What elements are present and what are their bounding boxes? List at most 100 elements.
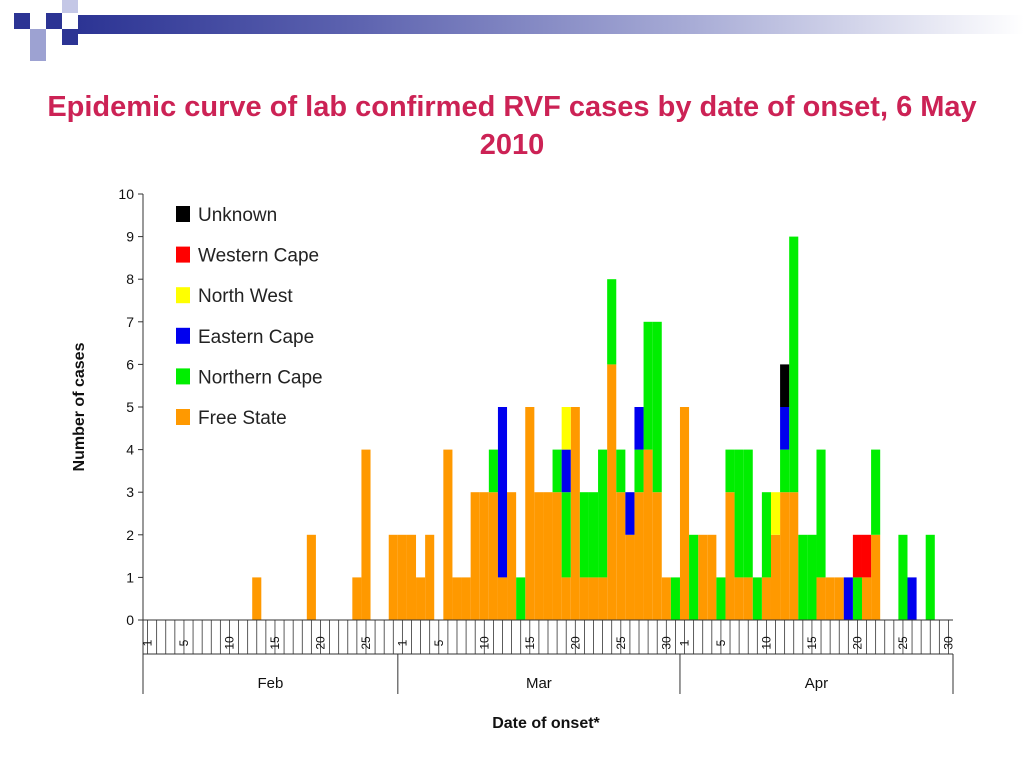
bar-free-state-mar-27 [634, 492, 644, 620]
bar-northern-cape-mar-28 [643, 321, 653, 450]
x-tick-label: 1 [141, 639, 155, 646]
legend: Unknown Western Cape North West Eastern Cap… [176, 205, 323, 429]
bar-northern-cape-mar-22 [588, 492, 599, 578]
bar-free-state-feb-19 [306, 534, 316, 620]
bar-eastern-cape-mar-27 [634, 407, 644, 450]
bar-free-state-apr-1 [679, 407, 690, 620]
legend-swatch-eastern-cape [176, 327, 190, 344]
bar-northern-cape-apr-13 [789, 236, 799, 493]
bar-northern-cape-mar-19 [561, 492, 571, 578]
bar-north-west-apr-11 [770, 492, 781, 535]
legend-label-free-state: Free State [198, 408, 287, 429]
bar-free-state-apr-17 [825, 577, 835, 620]
bar-free-state-mar-25 [616, 492, 626, 620]
x-tick-label: 5 [177, 639, 191, 646]
bar-northern-cape-mar-14 [516, 577, 526, 620]
bar-eastern-cape-mar-19 [561, 449, 571, 493]
bar-northern-cape-mar-24 [607, 279, 617, 365]
legend-label-north-west: North West [198, 286, 293, 307]
bar-northern-cape-apr-15 [807, 534, 817, 620]
bar-northern-cape-mar-25 [616, 449, 626, 493]
x-tick-label: 30 [659, 636, 673, 650]
bar-northern-cape-apr-16 [816, 449, 826, 578]
bar-free-state-mar-21 [579, 577, 589, 620]
bar-northern-cape-apr-28 [925, 534, 935, 620]
bar-western-cape-apr-21 [861, 534, 872, 578]
month-label-feb: Feb [257, 675, 283, 692]
bar-free-state-apr-18 [834, 577, 844, 620]
x-tick-label: 10 [759, 636, 773, 650]
y-tick-label: 5 [126, 399, 134, 415]
bar-free-state-mar-22 [588, 577, 599, 620]
bar-free-state-mar-2 [406, 534, 417, 620]
legend-label-eastern-cape: Eastern Cape [198, 327, 314, 348]
bar-northern-cape-apr-6 [725, 449, 735, 493]
bar-northern-cape-mar-21 [579, 492, 589, 578]
x-tick-label: 1 [395, 639, 409, 646]
bar-free-state-mar-1 [397, 534, 407, 620]
bar-free-state-mar-3 [416, 577, 426, 620]
y-tick-label: 1 [126, 569, 134, 585]
bar-eastern-cape-apr-12 [780, 407, 790, 450]
bar-north-west-mar-19 [561, 407, 571, 450]
y-tick-label: 2 [126, 527, 134, 543]
bar-northern-cape-apr-12 [780, 449, 790, 493]
bar-northern-cape-mar-23 [598, 449, 608, 578]
bar-free-state-apr-12 [780, 492, 790, 620]
bar-free-state-apr-21 [861, 577, 872, 620]
x-tick-label: 25 [896, 636, 910, 650]
slide-decoration [0, 0, 80, 64]
bar-northern-cape-mar-31 [670, 577, 680, 620]
bar-free-state-apr-11 [770, 534, 781, 620]
x-tick-label: 5 [432, 639, 446, 646]
bar-free-state-apr-6 [725, 492, 735, 620]
bar-free-state-apr-7 [734, 577, 744, 620]
bar-free-state-apr-3 [698, 534, 708, 620]
bar-free-state-mar-28 [643, 449, 653, 620]
bar-free-state-mar-6 [443, 449, 453, 620]
bar-free-state-mar-13 [507, 492, 517, 620]
deco-square [46, 13, 62, 29]
bar-free-state-apr-22 [871, 534, 881, 620]
x-tick-label: 10 [477, 636, 491, 650]
bar-northern-cape-apr-25 [898, 534, 908, 620]
bar-free-state-apr-13 [789, 492, 799, 620]
month-label-apr: Apr [805, 675, 828, 692]
bar-free-state-mar-11 [488, 492, 498, 620]
bar-free-state-mar-29 [652, 492, 662, 620]
bar-northern-cape-apr-20 [852, 577, 862, 620]
bar-free-state-mar-7 [452, 577, 462, 620]
bar-northern-cape-apr-9 [752, 577, 762, 620]
deco-square [62, 0, 78, 13]
deco-square [30, 45, 46, 61]
x-tick-label: 15 [523, 636, 537, 650]
x-tick-label: 10 [222, 636, 236, 650]
legend-swatch-unknown [176, 206, 190, 222]
y-tick-label: 6 [126, 356, 134, 372]
bar-free-state-mar-4 [425, 534, 435, 620]
slide-title: Epidemic curve of lab confirmed RVF case… [47, 91, 977, 161]
bar-free-state-feb-13 [252, 577, 262, 620]
x-tick-label: 30 [941, 636, 955, 650]
bar-free-state-mar-9 [470, 492, 480, 620]
y-tick-label: 4 [126, 442, 134, 458]
bar-northern-cape-mar-29 [652, 321, 662, 493]
bar-northern-cape-apr-22 [871, 449, 881, 535]
y-tick-label: 10 [118, 186, 134, 202]
y-tick-label: 0 [126, 612, 134, 628]
bar-eastern-cape-mar-26 [625, 492, 635, 535]
x-axis-title: Date of onset* [492, 715, 600, 732]
x-tick-label: 20 [568, 636, 582, 650]
legend-swatch-north-west [176, 287, 190, 304]
bar-free-state-mar-8 [461, 577, 471, 620]
legend-swatch-free-state [176, 409, 190, 425]
bar-free-state-apr-4 [707, 534, 717, 620]
slide-header-bar [78, 15, 1024, 34]
month-label-mar: Mar [526, 675, 552, 692]
x-tick-label: 1 [678, 639, 692, 646]
y-tick-label: 7 [126, 314, 134, 330]
bars-layer [252, 236, 935, 620]
x-tick-label: 5 [714, 639, 728, 646]
x-tick-label: 15 [805, 636, 819, 650]
